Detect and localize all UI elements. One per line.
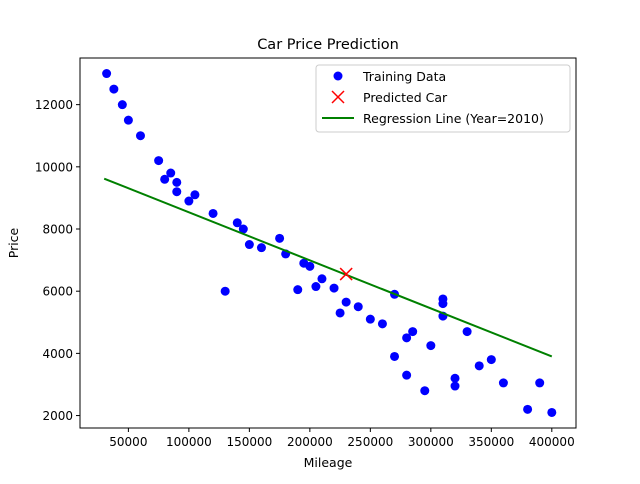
training-data-point [135, 131, 145, 141]
y-tick-label: 12000 [35, 98, 73, 112]
training-data-point [450, 373, 460, 383]
training-data-point [238, 224, 248, 234]
training-data-point [547, 407, 557, 417]
plot-frame [79, 57, 577, 429]
training-data-point [408, 327, 418, 337]
training-data-point [311, 282, 321, 292]
training-data-point [341, 297, 351, 307]
y-tick-label: 4000 [42, 347, 73, 361]
training-data-point [123, 115, 133, 125]
training-data-point [172, 187, 182, 197]
training-data-point [184, 196, 194, 206]
training-data-point [329, 283, 339, 293]
x-axis-label: Mileage [304, 455, 353, 470]
training-data-point [335, 308, 345, 318]
x-axis-ticks: 50000 100000 150000 200000 250000 300000 35000… [109, 428, 575, 449]
training-data-point [474, 361, 484, 371]
training-data-point [172, 177, 182, 187]
x-tick-label: 300000 [408, 435, 454, 449]
training-data-point [426, 341, 436, 351]
legend-box [315, 64, 571, 133]
x-tick-label: 350000 [468, 435, 514, 449]
training-data-point [305, 261, 315, 271]
training-data-point [190, 190, 200, 200]
training-data-point [220, 286, 230, 296]
series-layer [102, 69, 557, 417]
training-data-point [402, 333, 412, 343]
training-data-point [317, 274, 327, 284]
training-data-point [160, 174, 170, 184]
training-data-point [535, 378, 545, 388]
training-data-point [486, 355, 496, 365]
legend-predicted-label: Predicted Car [363, 90, 448, 105]
training-data-point [462, 327, 472, 337]
y-axis-ticks: 2000 4000 6000 8000 10000 12000 [35, 98, 80, 423]
y-tick-label: 10000 [35, 160, 73, 174]
training-data-point [377, 319, 387, 329]
y-axis-label: Price [6, 227, 21, 258]
legend-training-label: Training Data [362, 69, 446, 84]
x-tick-label: 250000 [347, 435, 393, 449]
training-data-point [102, 69, 112, 79]
training-data-point [420, 386, 430, 396]
y-tick-label: 8000 [42, 223, 73, 237]
y-tick-label: 2000 [42, 409, 73, 423]
x-tick-label: 400000 [529, 435, 575, 449]
x-tick-label: 200000 [287, 435, 333, 449]
regression-line [103, 177, 553, 358]
training-data-point [117, 100, 127, 110]
training-data-point [154, 156, 164, 166]
x-tick-label: 50000 [109, 435, 147, 449]
training-data-point [498, 378, 508, 388]
training-data-point [390, 351, 400, 361]
training-data-point [232, 218, 242, 228]
training-data-point [293, 285, 303, 295]
y-tick-label: 6000 [42, 285, 73, 299]
predicted-car-marker [339, 267, 353, 281]
legend: Training Data Predicted Car Regression L… [315, 64, 571, 133]
training-data-point [438, 299, 448, 309]
training-data-point [353, 302, 363, 312]
training-data-point [365, 314, 375, 324]
chart-title: Car Price Prediction [257, 37, 399, 53]
legend-predicted-marker [331, 90, 345, 104]
training-data-point [166, 168, 176, 178]
training-data-point [402, 370, 412, 380]
x-tick-label: 150000 [226, 435, 272, 449]
training-data-point [275, 233, 285, 243]
legend-regression-label: Regression Line (Year=2010) [363, 111, 544, 126]
training-data-point [256, 243, 266, 253]
training-data-point [523, 404, 533, 414]
training-data-point [208, 208, 218, 218]
training-data-point [450, 381, 460, 391]
legend-training-marker [333, 71, 343, 81]
training-data-point [109, 84, 119, 94]
training-data-point [244, 240, 254, 250]
x-tick-label: 100000 [166, 435, 212, 449]
